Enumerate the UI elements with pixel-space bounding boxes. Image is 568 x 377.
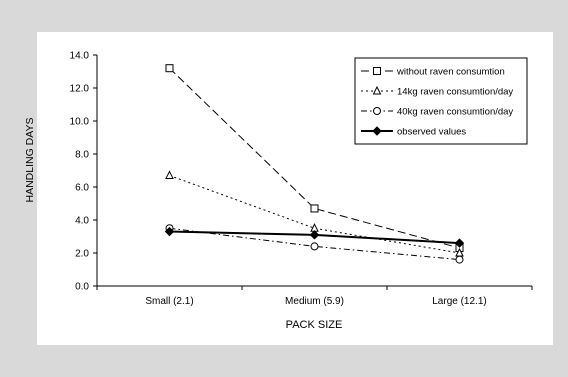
legend-item: without raven consumtion xyxy=(361,67,505,78)
legend-marker xyxy=(373,107,381,115)
x-tick-label: Medium (5.9) xyxy=(285,296,344,307)
legend: without raven consumtion 14kg raven consu… xyxy=(354,57,528,145)
data-point xyxy=(165,64,174,73)
y-tick-label: 2.0 xyxy=(75,249,89,260)
legend-marker xyxy=(373,67,381,75)
data-point xyxy=(309,230,320,240)
y-tick-label: 14.0 xyxy=(70,51,90,62)
data-point xyxy=(310,204,319,213)
legend-marker xyxy=(372,85,382,95)
series-3 xyxy=(165,224,464,264)
legend-label: 14kg raven consumtion/day xyxy=(397,87,513,98)
x-axis-label: PACK SIZE xyxy=(286,319,343,331)
series-4 xyxy=(164,226,465,248)
legend-box xyxy=(354,57,528,145)
legend-marker xyxy=(372,126,382,136)
y-tick-label: 8.0 xyxy=(75,150,89,161)
data-point xyxy=(165,170,174,179)
data-point xyxy=(310,242,319,251)
y-tick-label: 4.0 xyxy=(75,216,89,227)
y-tick-label: 6.0 xyxy=(75,183,89,194)
plot-frame xyxy=(96,55,532,287)
series-line xyxy=(169,67,460,249)
series-layer xyxy=(164,64,465,264)
series-line xyxy=(169,227,460,261)
legend-item: 14kg raven consumtion/day xyxy=(361,85,513,98)
y-axis-ticks: 0.0 2.0 4.0 6.0 8.0 10.0 12.0 14.0 xyxy=(70,51,97,293)
series-line xyxy=(169,174,460,254)
legend-label: without raven consumtion xyxy=(396,67,505,78)
y-axis-label: HANDLING DAYS xyxy=(24,118,36,203)
legend-label: 40kg raven consumtion/day xyxy=(397,107,513,118)
data-point xyxy=(454,238,465,248)
y-tick-label: 10.0 xyxy=(70,117,90,128)
legend-label: observed values xyxy=(397,127,466,138)
x-tick-label: Large (12.1) xyxy=(432,296,486,307)
legend-item: observed values xyxy=(361,126,466,138)
y-tick-label: 12.0 xyxy=(70,84,90,95)
x-tick-label: Small (2.1) xyxy=(145,296,193,307)
data-point xyxy=(164,226,175,237)
legend-item: 40kg raven consumtion/day xyxy=(361,107,513,118)
data-point xyxy=(455,255,464,264)
y-tick-label: 0.0 xyxy=(75,282,89,293)
x-axis-ticks: Small (2.1) Medium (5.9) Large (12.1) xyxy=(96,286,533,307)
